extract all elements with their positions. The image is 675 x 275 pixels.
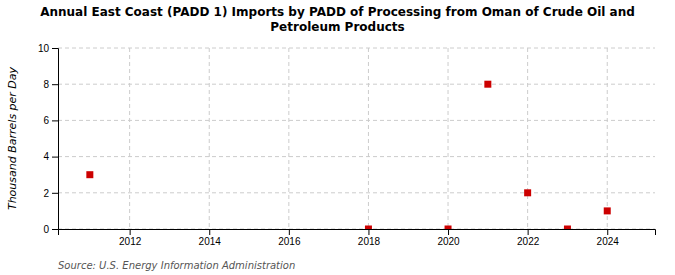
tick: 2024	[597, 229, 620, 247]
tick: 2014	[199, 229, 222, 247]
x-axis: 2012 2014 2016 2018 2020 2022 2024	[59, 229, 656, 247]
point	[445, 226, 452, 230]
tick-mark	[607, 229, 608, 235]
tick-label: 2018	[358, 236, 381, 247]
marks	[86, 81, 610, 229]
tick: 8	[43, 79, 58, 90]
tick-label: 2012	[119, 236, 142, 247]
point	[564, 226, 571, 230]
tick-mark	[52, 120, 58, 121]
grid-line	[209, 48, 210, 229]
grid-line	[448, 48, 449, 229]
axis-line	[52, 49, 59, 230]
tick: 4	[43, 151, 58, 162]
grid-line	[58, 48, 655, 49]
point	[365, 226, 372, 230]
plot: 2012 2014 2016 2018 2020 2022 2024 0 2 4 6 8 10	[38, 43, 656, 247]
tick-mark	[52, 193, 58, 194]
tick-mark	[368, 229, 369, 235]
tick: 2	[43, 188, 58, 199]
grid-line	[368, 48, 369, 229]
tick: 2012	[119, 229, 142, 247]
tick-label: 2020	[437, 236, 460, 247]
tick: 2022	[517, 229, 540, 247]
tick-label: 10	[38, 43, 50, 54]
tick-label: 0	[43, 224, 49, 235]
axis-line	[59, 230, 656, 236]
tick: 10	[38, 43, 58, 54]
tick-label: 8	[43, 79, 49, 90]
tick-label: 2016	[278, 236, 301, 247]
tick-mark	[52, 48, 58, 49]
grid-line	[129, 48, 130, 229]
tick: 2016	[278, 229, 301, 247]
point	[484, 81, 491, 88]
grid-line	[58, 84, 655, 85]
tick: 6	[43, 115, 58, 126]
chart: Annual East Coast (PADD 1) Imports by PA…	[0, 0, 675, 275]
grid-line	[288, 48, 289, 229]
grid-line	[607, 48, 608, 229]
grid-line	[527, 48, 528, 229]
tick: 2018	[358, 229, 381, 247]
tick-label: 2022	[517, 236, 540, 247]
point	[524, 189, 531, 196]
source: Source: U.S. Energy Information Administ…	[58, 260, 295, 271]
tick-label: 2	[43, 188, 49, 199]
point	[86, 171, 93, 178]
grid-line	[58, 156, 655, 157]
tick-label: 6	[43, 115, 49, 126]
tick-mark	[130, 229, 131, 235]
grid-line	[58, 192, 655, 193]
tick-mark	[448, 229, 449, 235]
tick: 0	[43, 224, 58, 235]
tick-mark	[52, 229, 58, 230]
point	[604, 207, 611, 214]
tick-mark	[52, 84, 58, 85]
tick-mark	[209, 229, 210, 235]
grid	[58, 48, 655, 229]
tick-mark	[289, 229, 290, 235]
tick-label: 2024	[597, 236, 620, 247]
tick-mark	[52, 157, 58, 158]
grid-line	[58, 120, 655, 121]
title: Annual East Coast (PADD 1) Imports by PA…	[40, 5, 635, 34]
y-axis-label: Thousand Barrels per Day	[6, 66, 19, 210]
tick: 2020	[437, 229, 460, 247]
tick-label: 2014	[199, 236, 222, 247]
tick-label: 4	[43, 151, 49, 162]
tick-mark	[528, 229, 529, 235]
y-axis: 0 2 4 6 8 10	[38, 43, 59, 235]
